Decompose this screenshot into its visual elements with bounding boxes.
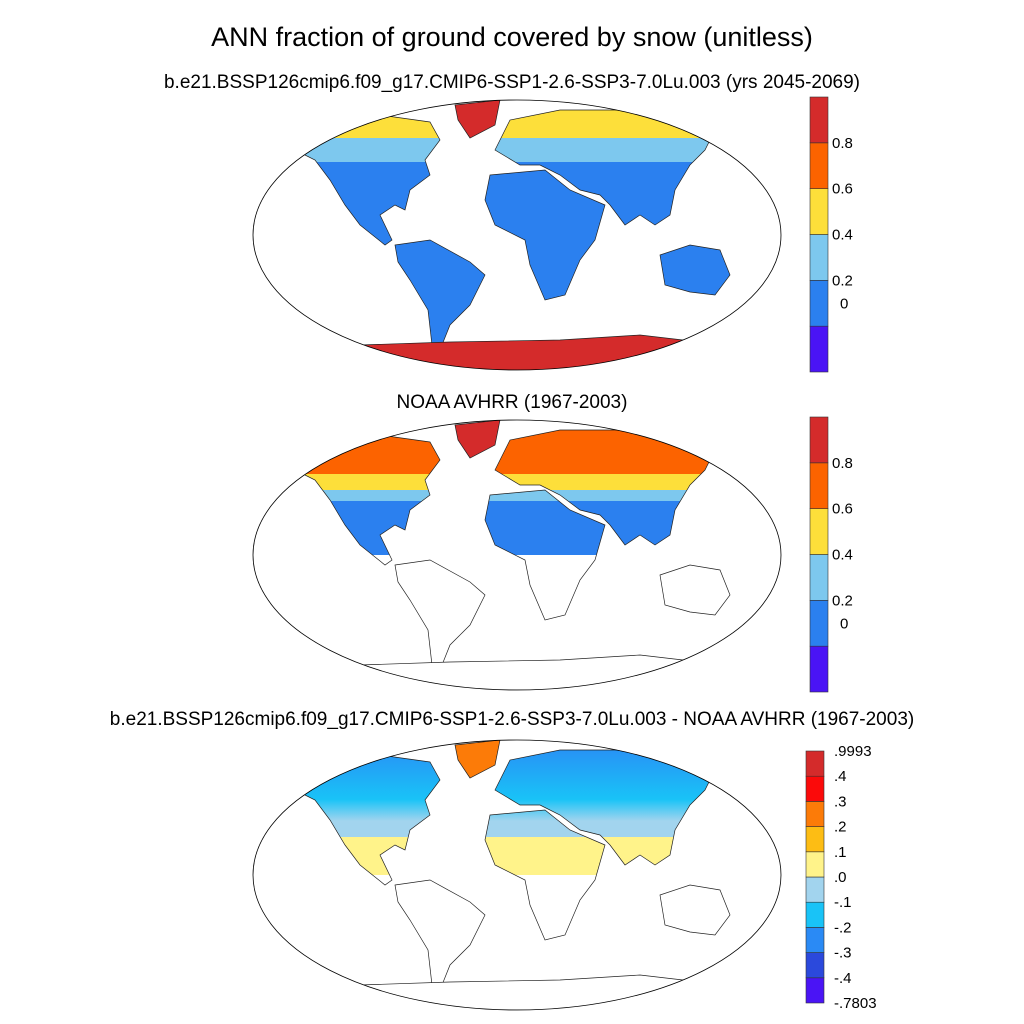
colorbar-label: -.2 <box>834 919 852 936</box>
colorbar-box <box>809 645 829 693</box>
colorbar-label: 0 <box>840 615 848 632</box>
continent-africa <box>484 169 606 301</box>
continent-north-america <box>284 434 441 566</box>
colorbar-box <box>809 508 829 555</box>
colorbar-box <box>809 234 829 281</box>
continent-antarctica <box>319 334 721 370</box>
continent-australia <box>659 884 731 936</box>
colorbar-box <box>805 826 825 853</box>
figure-title: ANN fraction of ground covered by snow (… <box>211 22 813 52</box>
colorbar-box <box>809 325 829 373</box>
colorbar-box <box>809 416 829 464</box>
colorbar-label: .0 <box>834 869 847 886</box>
continent-africa <box>484 489 606 621</box>
continent-south-america <box>394 879 486 991</box>
colorbar-label: 0.6 <box>832 501 853 518</box>
colorbar-panel-2: 0 0.2 0.4 0.6 0.8 <box>809 416 853 693</box>
continent-antarctica <box>319 654 721 690</box>
continent-greenland <box>454 420 501 459</box>
continent-africa <box>484 809 606 941</box>
colorbar-label: .1 <box>834 844 847 861</box>
colorbar-panel-3: -.7803 -.4 -.3 -.2 -.1 .0 .1 .2 .3 .4 .9993 <box>805 743 877 1012</box>
colorbar-box <box>805 775 825 802</box>
colorbar-panel-1: 0 0.2 0.4 0.6 0.8 <box>809 96 853 373</box>
continent-australia <box>659 244 731 296</box>
map-boundary <box>252 419 782 691</box>
colorbar-box <box>809 280 829 327</box>
colorbar-box <box>805 901 825 928</box>
map-boundary <box>252 739 782 1011</box>
colorbar-label: 0.2 <box>832 592 853 609</box>
continent-australia <box>659 564 731 616</box>
colorbar-label: -.3 <box>834 945 852 962</box>
colorbar-box <box>809 96 829 144</box>
panel-2-title: NOAA AVHRR (1967-2003) <box>396 392 628 413</box>
colorbar-label: -.7803 <box>834 995 877 1012</box>
continent-greenland <box>454 100 501 139</box>
colorbar-label: .3 <box>834 793 847 810</box>
colorbar-label: 0.6 <box>832 181 853 198</box>
colorbar-label: .2 <box>834 819 847 836</box>
colorbar-box <box>809 188 829 235</box>
colorbar-label: .4 <box>834 768 847 785</box>
colorbar-box <box>809 600 829 647</box>
colorbar-label: 0.4 <box>832 227 853 244</box>
colorbar-label: 0.8 <box>832 455 853 472</box>
colorbar-label: -.1 <box>834 894 852 911</box>
continent-south-america <box>394 559 486 671</box>
continent-antarctica <box>319 974 721 1010</box>
panel-1-title: b.e21.BSSP126cmip6.f09_g17.CMIP6-SSP1-2.… <box>163 72 861 93</box>
map-panel-2 <box>252 419 782 691</box>
colorbar-label: 0.2 <box>832 272 853 289</box>
continent-north-america <box>284 114 441 246</box>
colorbar-box <box>809 142 829 189</box>
continent-north-america <box>284 754 441 886</box>
colorbar-box <box>805 876 825 903</box>
colorbar-box <box>809 462 829 509</box>
colorbar-box <box>805 851 825 878</box>
colorbar-label: 0.8 <box>832 135 853 152</box>
colorbar-box <box>805 927 825 953</box>
continent-south-america <box>394 239 486 351</box>
map-panel-1 <box>252 99 782 371</box>
colorbar-box <box>805 801 825 827</box>
continent-greenland <box>454 740 501 779</box>
colorbar-label: 0 <box>840 295 848 312</box>
colorbar-box <box>805 977 825 1004</box>
map-panel-3 <box>252 739 782 1011</box>
colorbar-box <box>805 750 825 777</box>
colorbar-box <box>805 952 825 979</box>
map-boundary <box>252 99 782 371</box>
colorbar-label: 0.4 <box>832 547 853 564</box>
colorbar-box <box>809 554 829 601</box>
colorbar-label: .9993 <box>834 743 872 760</box>
colorbar-label: -.4 <box>834 970 852 987</box>
panel-3-title: b.e21.BSSP126cmip6.f09_g17.CMIP6-SSP1-2.… <box>109 709 915 730</box>
